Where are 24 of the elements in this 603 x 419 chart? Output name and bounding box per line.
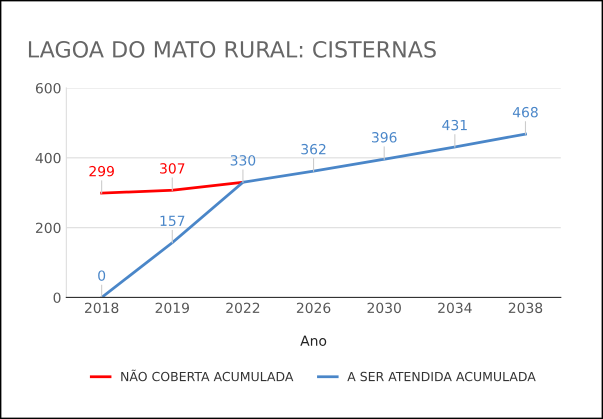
data-label: 362 — [301, 144, 326, 154]
data-label: 299 — [89, 166, 114, 176]
x-tick-label: 2019 — [156, 302, 189, 314]
y-tick-label: 0 — [54, 292, 61, 303]
x-tick-label: 2018 — [84, 302, 118, 314]
data-label: 396 — [372, 132, 397, 143]
data-label: 307 — [160, 163, 184, 174]
x-tick-label: 2022 — [226, 302, 260, 314]
data-label: 0 — [98, 270, 106, 281]
x-tick-label: 2026 — [296, 302, 330, 314]
data-label: 468 — [512, 106, 538, 118]
x-tick-label: 2034 — [438, 302, 472, 314]
y-tick-label: 600 — [36, 82, 61, 94]
chart-title: LAGOA DO MATO RURAL: CISTERNAS — [28, 40, 436, 58]
legend-label: NÃO COBERTA ACUMULADA — [121, 370, 294, 382]
data-label: 330 — [230, 155, 256, 166]
data-label: 431 — [442, 120, 467, 130]
x-axis-title: Ano — [300, 336, 326, 346]
x-tick-label: 2030 — [368, 302, 401, 314]
y-tick-label: 400 — [36, 152, 61, 164]
y-tick-label: 200 — [36, 222, 61, 234]
legend-label: A SER ATENDIDA ACUMULADA — [347, 372, 536, 382]
x-tick-label: 2038 — [508, 302, 542, 314]
data-label: 157 — [160, 216, 184, 226]
